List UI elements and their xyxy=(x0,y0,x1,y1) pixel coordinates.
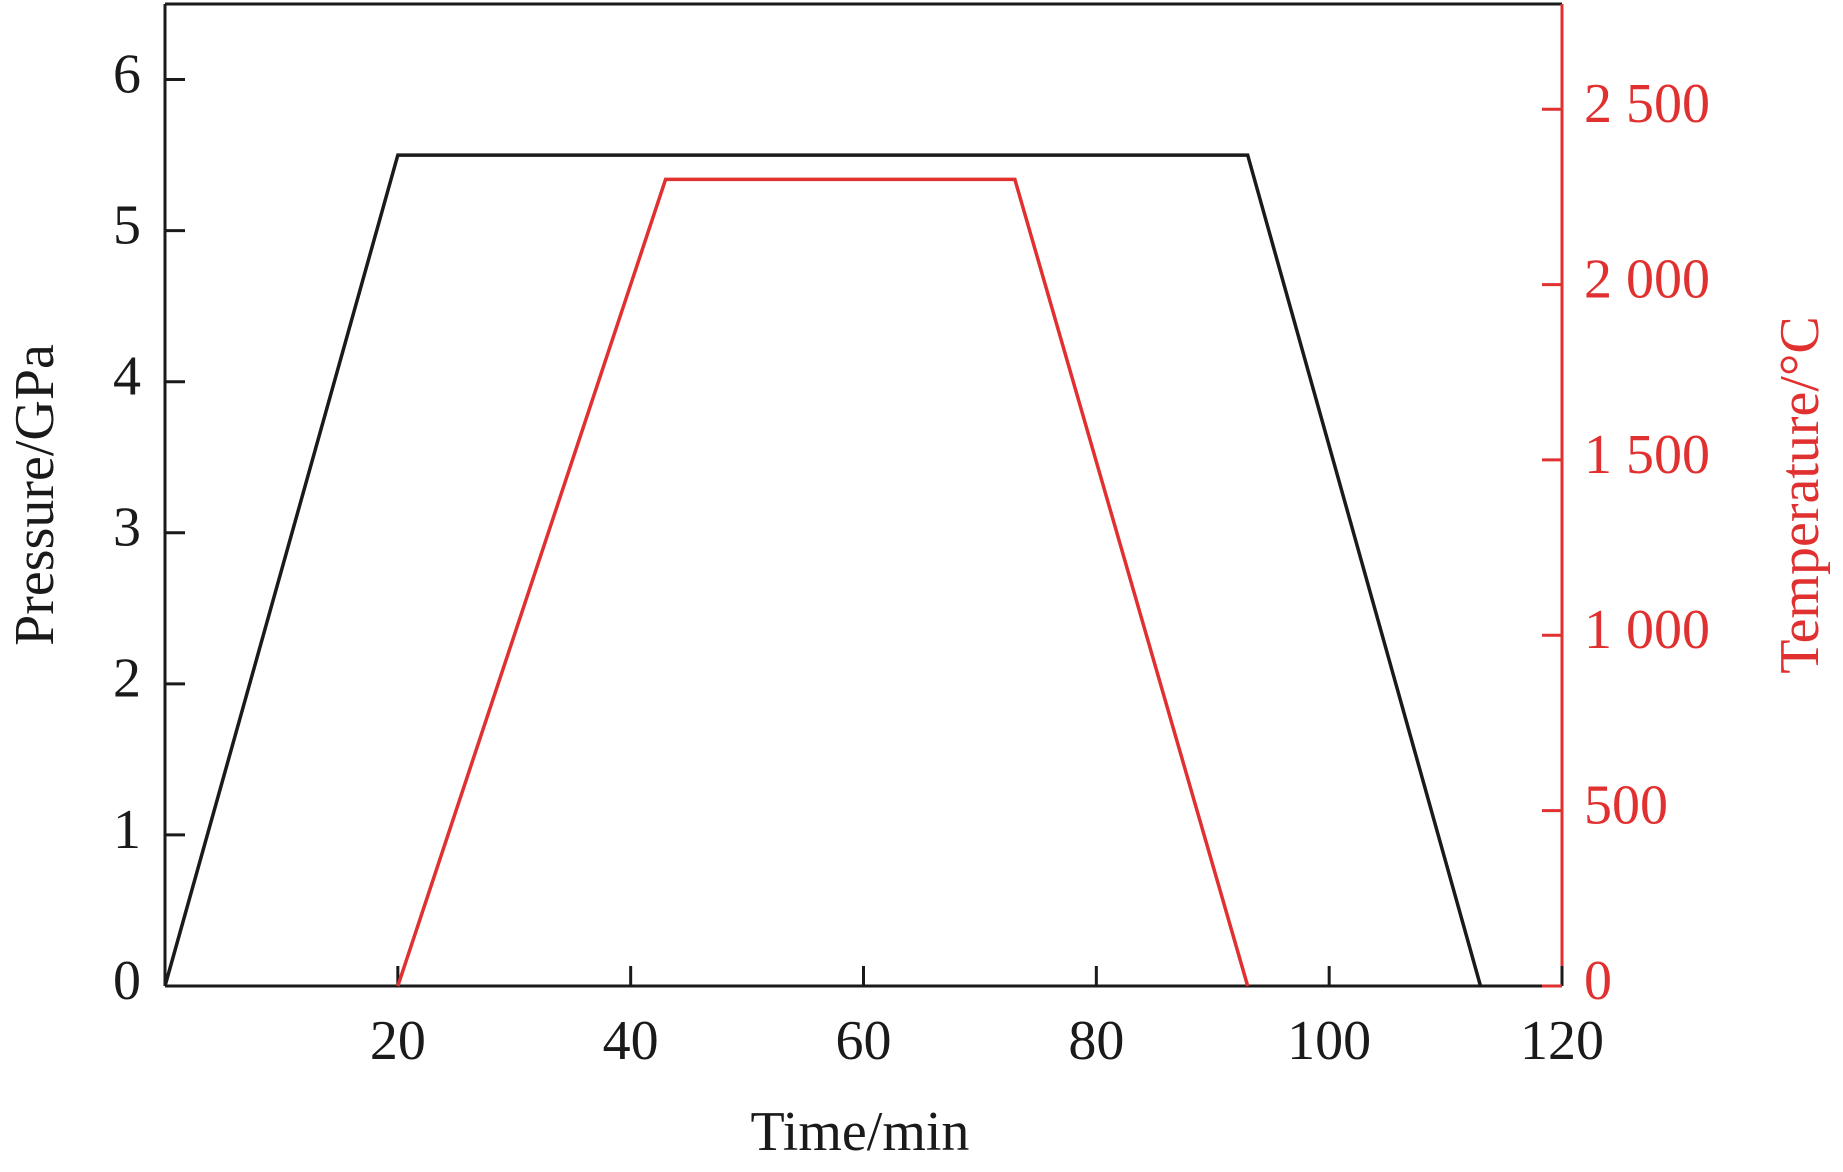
y2-tick-label: 1 500 xyxy=(1584,424,1710,486)
x-tick-label: 20 xyxy=(370,1010,426,1072)
y-tick-label: 0 xyxy=(113,950,141,1012)
y2-tick-label: 2 000 xyxy=(1584,248,1710,310)
y-tick-label: 1 xyxy=(113,799,141,861)
y-tick-label: 4 xyxy=(113,346,141,408)
x-tick-label: 60 xyxy=(836,1010,892,1072)
y2-tick-label: 1 000 xyxy=(1584,599,1710,661)
y2-axis-label: Temperature/°C xyxy=(1769,316,1831,673)
line xyxy=(396,177,1250,987)
x-tick-label: 40 xyxy=(603,1010,659,1072)
x-axis-label: Time/min xyxy=(751,1101,970,1163)
y-axis-label: Pressure/GPa xyxy=(4,344,66,646)
y2-tick-label: 500 xyxy=(1584,774,1668,836)
y-tick-label: 5 xyxy=(113,194,141,256)
line xyxy=(163,153,1483,987)
y2-tick-label: 2 500 xyxy=(1584,73,1710,135)
x-tick-label: 100 xyxy=(1287,1010,1371,1072)
y-tick-label: 2 xyxy=(113,648,141,710)
y-tick-label: 6 xyxy=(113,43,141,105)
x-tick-label: 80 xyxy=(1068,1010,1124,1072)
y2-tick-label: 0 xyxy=(1584,950,1612,1012)
y-tick-label: 3 xyxy=(113,497,141,559)
x-tick-label: 120 xyxy=(1520,1010,1604,1072)
